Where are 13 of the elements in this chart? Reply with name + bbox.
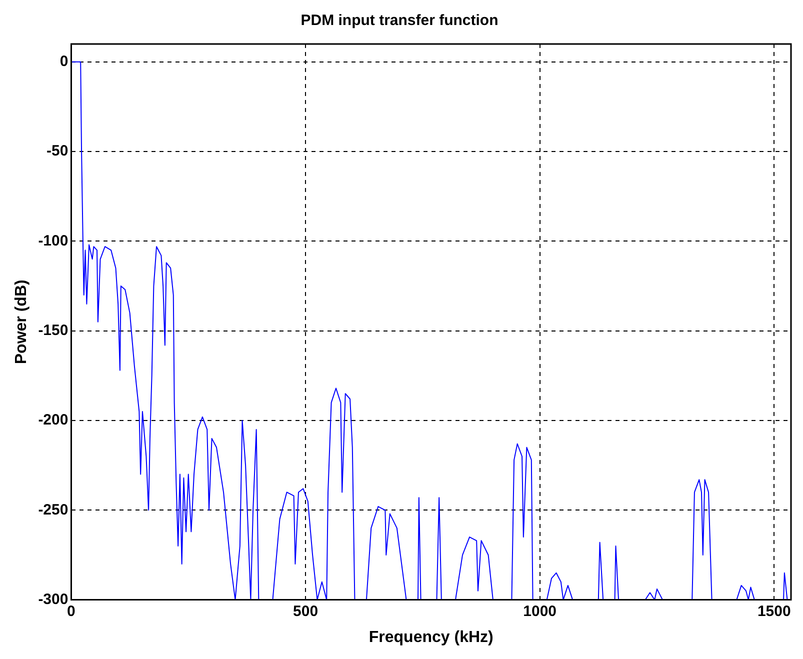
y-tick-label: -100 xyxy=(38,232,68,250)
x-axis-title: Frequency (kHz) xyxy=(368,628,494,646)
chart-title: PDM input transfer function xyxy=(300,12,498,30)
y-tick-label: -300 xyxy=(38,590,68,608)
y-tick-label: -150 xyxy=(38,322,68,340)
y-tick-label: -250 xyxy=(38,501,68,518)
x-tick-label: 500 xyxy=(293,602,318,620)
y-axis-title: Power (dB) xyxy=(13,280,30,364)
y-tick-label: -200 xyxy=(38,412,68,429)
y-tick-label: -50 xyxy=(46,142,68,160)
x-tick-label: 1000 xyxy=(523,602,557,620)
y-tick-label: 0 xyxy=(60,53,68,70)
x-tick-label: 1500 xyxy=(757,602,791,620)
